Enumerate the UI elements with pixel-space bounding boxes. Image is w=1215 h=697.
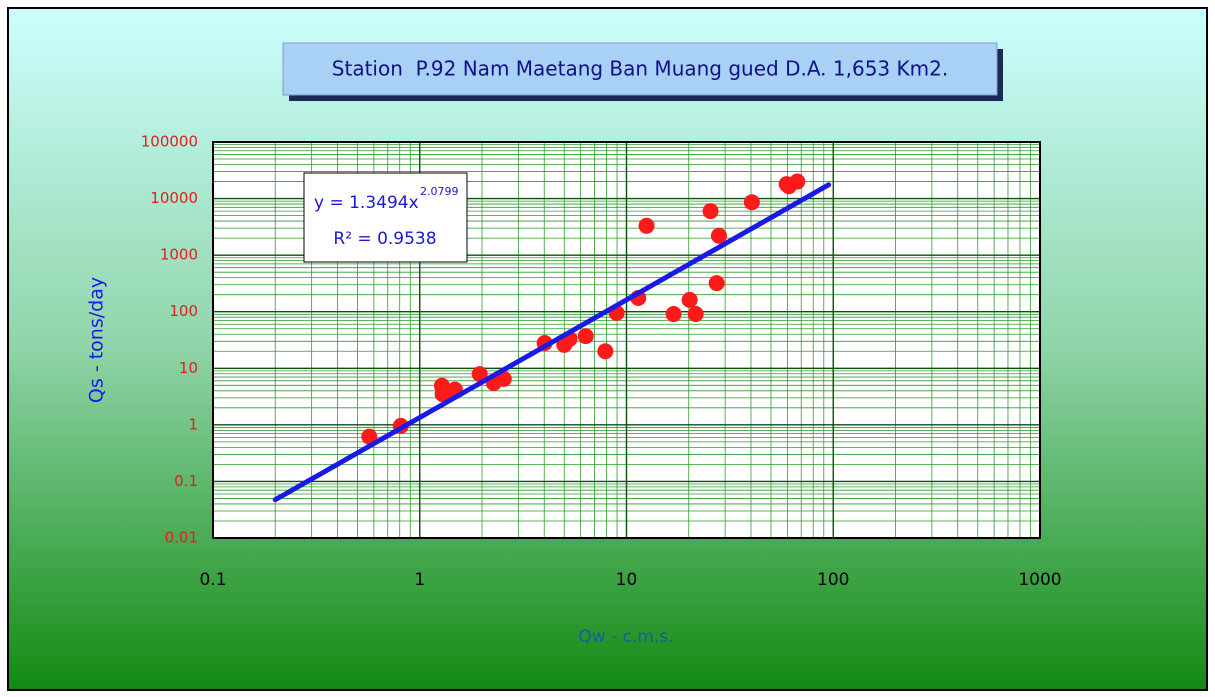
y-tick-label: 10 [179,359,198,377]
y-tick-label: 0.1 [174,472,198,490]
data-point [361,428,378,445]
x-tick-label: 1000 [1018,570,1061,590]
data-point [495,370,512,387]
data-point [665,306,682,323]
equation: y = 1.3494x [314,193,419,213]
data-point [577,328,594,345]
y-axis-label: Qs - tons/day [86,277,108,403]
data-point [743,194,760,211]
title-box [282,42,998,96]
plot-border [212,141,1041,539]
trendline [272,182,832,503]
y-tick-label: 100000 [141,133,198,151]
data-point [789,173,806,190]
y-tick-label: 100 [169,302,198,320]
data-point [471,366,488,383]
y-tick-label: 0.01 [165,529,198,547]
data-point [710,227,727,244]
y-tick-label: 1 [188,415,198,433]
x-tick-label: 0.1 [199,570,226,590]
data-point [681,291,698,308]
equation-exponent: 2.0799 [420,185,459,198]
data-point [702,203,719,220]
data-point [638,217,655,234]
r-squared: R² = 0.9538 [333,229,436,249]
data-point [708,275,725,292]
chart-title: Station P.92 Nam Maetang Ban Muang gued … [332,57,948,81]
y-tick-label: 1000 [160,246,198,264]
x-tick-label: 100 [817,570,849,590]
y-tick-label: 10000 [150,189,198,207]
data-point [687,306,704,323]
data-point [597,343,614,360]
x-axis-label: Qw - c.m.s. [578,627,673,647]
equation-box [303,172,468,263]
x-tick-label: 1 [414,570,425,590]
x-tick-label: 10 [616,570,638,590]
